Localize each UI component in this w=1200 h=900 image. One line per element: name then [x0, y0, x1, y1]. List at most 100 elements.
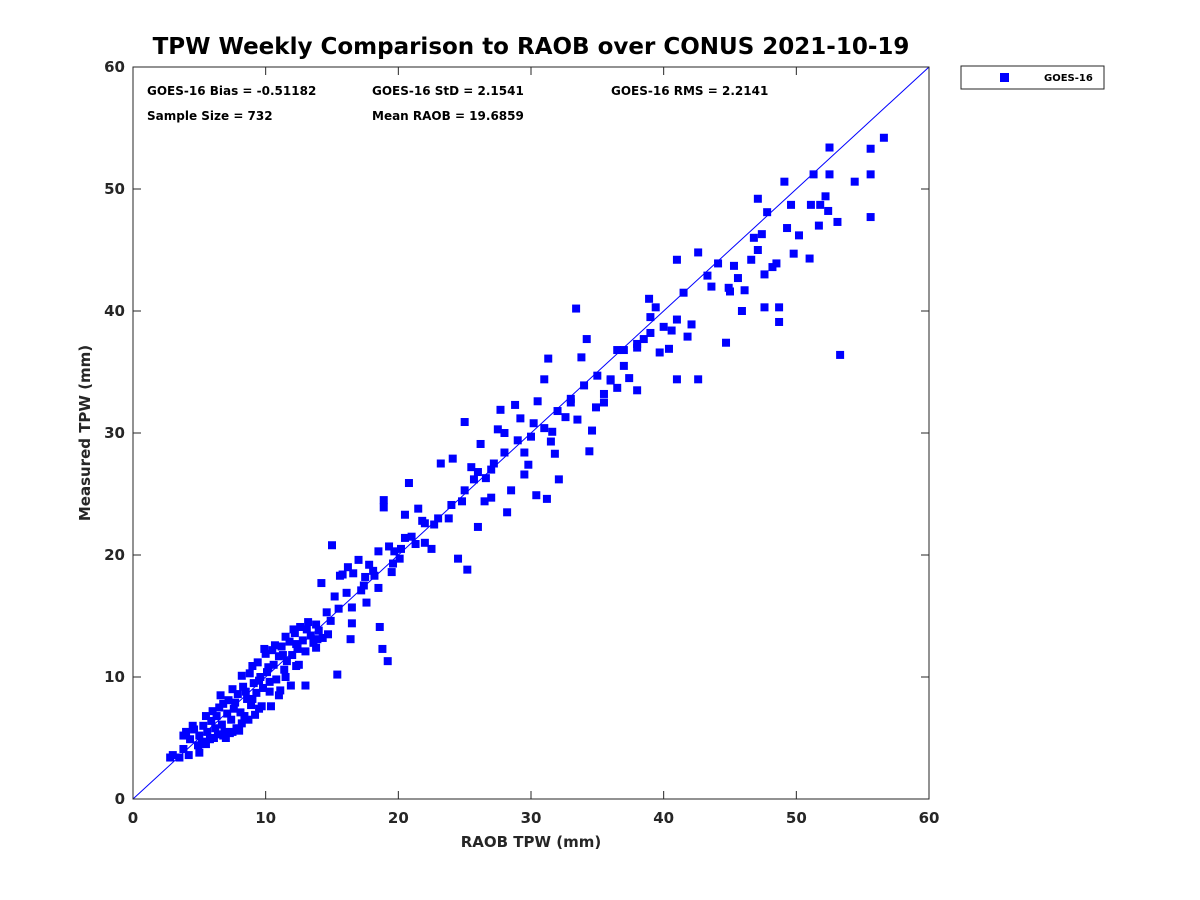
data-point — [213, 730, 222, 739]
data-point — [694, 375, 703, 384]
data-point — [296, 622, 305, 631]
x-tick-label: 60 — [919, 809, 940, 827]
data-point — [645, 294, 654, 303]
data-point — [248, 694, 257, 703]
data-point — [411, 540, 420, 549]
data-point — [229, 704, 238, 713]
x-tick-label: 20 — [388, 809, 409, 827]
data-point — [487, 493, 496, 502]
data-point — [667, 326, 676, 335]
data-point — [374, 547, 383, 556]
data-point — [278, 651, 287, 660]
data-point — [613, 383, 622, 392]
stat-bias: GOES-16 Bias = -0.51182 — [147, 84, 316, 98]
data-point — [268, 646, 277, 655]
data-point — [447, 500, 456, 509]
data-point — [269, 660, 278, 669]
x-axis-ticks: 0 10 20 30 40 50 60 — [128, 67, 940, 827]
data-point — [262, 668, 271, 677]
data-point — [546, 437, 555, 446]
data-point — [221, 734, 230, 742]
stat-std: GOES-16 StD = 2.1541 — [372, 84, 524, 98]
data-point — [227, 715, 236, 724]
data-point — [199, 721, 208, 730]
data-point — [304, 618, 313, 627]
data-point — [326, 616, 335, 625]
data-point — [553, 407, 562, 416]
data-points — [166, 133, 888, 762]
data-point — [573, 415, 582, 424]
data-point — [190, 725, 199, 734]
data-point — [265, 687, 274, 696]
data-point — [235, 726, 244, 735]
data-point — [651, 303, 660, 312]
x-tick-label: 30 — [521, 809, 542, 827]
data-point — [430, 520, 439, 529]
stat-sample-size: Sample Size = 732 — [147, 109, 273, 123]
data-point — [357, 586, 366, 595]
data-point — [312, 643, 321, 652]
data-point — [228, 685, 237, 694]
data-point — [760, 270, 769, 279]
data-point — [427, 544, 436, 553]
data-point — [585, 447, 594, 456]
data-point — [203, 727, 212, 736]
data-point — [186, 735, 195, 744]
data-point — [703, 271, 712, 280]
data-point — [224, 696, 233, 705]
data-point — [374, 583, 383, 592]
legend-box — [960, 65, 1105, 90]
data-point — [175, 753, 184, 762]
data-point — [554, 475, 563, 484]
data-point — [542, 494, 551, 503]
data-point — [266, 702, 275, 711]
data-point — [404, 479, 413, 488]
data-point — [694, 248, 703, 257]
data-point — [672, 315, 681, 324]
data-point — [476, 439, 485, 448]
data-point — [753, 194, 762, 203]
data-point — [460, 486, 469, 495]
data-point — [343, 563, 352, 572]
data-point — [349, 569, 358, 578]
data-point — [280, 665, 289, 674]
data-point — [217, 720, 226, 729]
data-point — [359, 581, 368, 590]
data-point — [223, 709, 232, 718]
data-point — [179, 744, 188, 753]
data-point — [253, 658, 262, 667]
data-point — [507, 486, 516, 495]
data-point — [783, 224, 792, 233]
data-point — [270, 641, 279, 650]
data-point — [599, 389, 608, 398]
data-point — [463, 565, 472, 574]
data-point — [378, 644, 387, 653]
data-point — [487, 465, 496, 474]
data-point — [216, 691, 225, 700]
data-point — [480, 497, 489, 506]
data-point — [593, 371, 602, 380]
data-point — [516, 414, 525, 423]
data-point — [313, 635, 322, 644]
data-point — [390, 547, 399, 556]
data-point — [473, 468, 482, 477]
data-point — [544, 354, 553, 363]
data-point — [619, 346, 628, 355]
data-point — [292, 640, 301, 649]
y-tick-label: 50 — [104, 180, 125, 198]
data-point — [255, 676, 264, 685]
data-point — [239, 682, 248, 691]
data-point — [346, 635, 355, 644]
data-point — [879, 133, 888, 142]
y-axis-ticks: 0 10 20 30 40 50 60 — [104, 58, 929, 808]
data-point — [500, 429, 509, 437]
x-axis-label: RAOB TPW (mm) — [461, 833, 602, 851]
data-point — [572, 304, 581, 313]
data-point — [753, 246, 762, 254]
data-point — [577, 353, 586, 362]
data-point — [277, 642, 286, 651]
data-point — [261, 649, 270, 658]
data-point — [207, 716, 216, 725]
data-point — [659, 322, 668, 331]
